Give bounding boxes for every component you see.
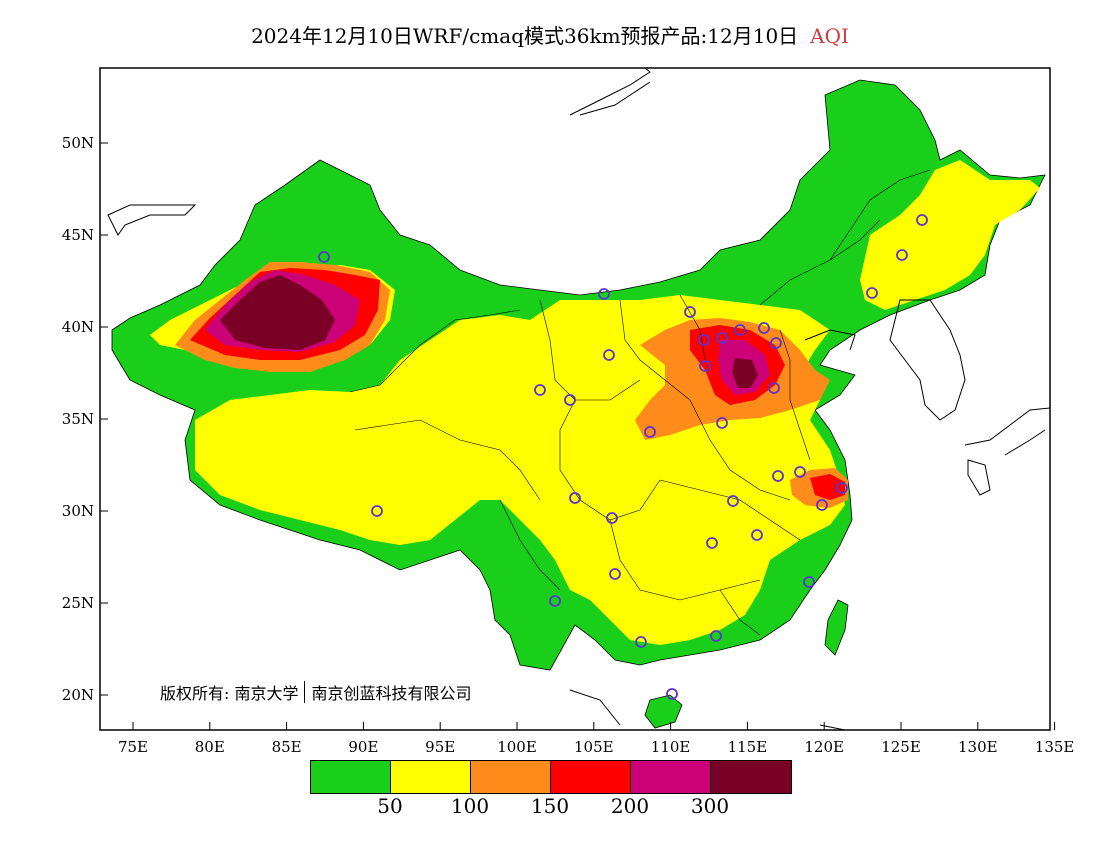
circle-marker-icon xyxy=(816,499,828,511)
circle-marker-icon xyxy=(716,332,728,344)
circle-marker-icon xyxy=(609,568,621,580)
station-markers xyxy=(318,214,928,700)
taiwan-region xyxy=(824,599,849,656)
circle-marker-icon xyxy=(803,576,815,588)
circle-marker-icon xyxy=(603,349,615,361)
x-tick-label: 90E xyxy=(348,738,378,756)
aqi-maroon-region-ncp xyxy=(732,358,758,388)
circle-marker-icon xyxy=(896,249,908,261)
circle-marker-icon xyxy=(635,636,647,648)
aqi-yellow-region-ne xyxy=(860,160,1040,310)
korea-coastline xyxy=(889,299,966,421)
y-tick-label: 35N xyxy=(62,410,94,428)
circle-marker-icon xyxy=(706,537,718,549)
circle-marker-icon xyxy=(666,688,678,700)
legend-label: 200 xyxy=(610,794,650,818)
x-tick-label: 80E xyxy=(195,738,225,756)
copyright-part1: 版权所有: 南京大学 xyxy=(160,684,299,703)
map-title: 2024年12月10日WRF/cmaq模式36km预报产品:12月10日 AQI xyxy=(0,20,1100,49)
x-tick-label: 120E xyxy=(804,738,844,756)
circle-marker-icon xyxy=(734,324,746,336)
circle-marker-icon xyxy=(606,512,618,524)
x-tick-label: 105E xyxy=(574,738,614,756)
circle-marker-icon xyxy=(770,337,782,349)
circle-marker-icon xyxy=(698,334,710,346)
circle-marker-icon xyxy=(534,384,546,396)
circle-marker-icon xyxy=(710,630,722,642)
legend-swatch xyxy=(631,761,711,793)
circle-marker-icon xyxy=(598,288,610,300)
circle-marker-icon xyxy=(549,595,561,607)
circle-marker-icon xyxy=(569,492,581,504)
x-tick-label: 135E xyxy=(1035,738,1075,756)
circle-marker-icon xyxy=(772,470,784,482)
circle-marker-icon xyxy=(836,482,848,494)
map-title-main: 2024年12月10日WRF/cmaq模式36km预报产品:12月10日 xyxy=(251,24,799,48)
circle-marker-icon xyxy=(564,394,576,406)
y-tick-label: 20N xyxy=(62,686,94,704)
aqi-legend-labels: 50 100 150 200 300 xyxy=(310,794,790,818)
y-tick-label: 45N xyxy=(62,226,94,244)
circle-marker-icon xyxy=(644,426,656,438)
sakhalin-coastline xyxy=(569,68,651,116)
legend-swatch xyxy=(471,761,551,793)
circle-marker-icon xyxy=(751,529,763,541)
circle-marker-icon xyxy=(758,322,770,334)
x-tick-label: 75E xyxy=(118,738,148,756)
y-axis: 50N 45N 40N 35N 30N 25N 20N xyxy=(62,134,108,704)
legend-swatch xyxy=(711,761,791,793)
x-tick-label: 85E xyxy=(272,738,302,756)
legend-label: 150 xyxy=(530,794,570,818)
map-frame xyxy=(99,67,1051,731)
x-tick-label: 110E xyxy=(651,738,691,756)
x-tick-label: 130E xyxy=(958,738,998,756)
copyright-notice: 版权所有: 南京大学 南京创蓝科技有限公司 xyxy=(160,680,472,704)
y-tick-label: 50N xyxy=(62,134,94,152)
y-tick-label: 30N xyxy=(62,502,94,520)
circle-marker-icon xyxy=(716,417,728,429)
japan-coastline xyxy=(964,407,1050,496)
aqi-maroon-region xyxy=(220,275,335,350)
legend-swatch xyxy=(551,761,631,793)
aqi-red-region-yrd xyxy=(810,474,845,500)
x-tick-label: 95E xyxy=(425,738,455,756)
west-coastline xyxy=(107,204,197,236)
y-tick-label: 25N xyxy=(62,594,94,612)
circle-marker-icon xyxy=(684,306,696,318)
map-title-variable: AQI xyxy=(810,24,849,48)
aqi-legend xyxy=(310,760,792,794)
x-tick-label: 115E xyxy=(728,738,768,756)
legend-swatch xyxy=(311,761,391,793)
hainan-region xyxy=(644,694,683,729)
legend-swatch xyxy=(391,761,471,793)
x-tick-label: 100E xyxy=(497,738,537,756)
y-tick-label: 40N xyxy=(62,318,94,336)
circle-marker-icon xyxy=(768,382,780,394)
legend-label: 100 xyxy=(450,794,490,818)
circle-marker-icon xyxy=(318,251,330,263)
x-tick-label: 125E xyxy=(881,738,921,756)
x-axis: 75E 80E 85E 90E 95E 100E 105E 110E 115E 120E 125E 1… xyxy=(118,722,1074,756)
legend-label: 50 xyxy=(377,794,403,818)
legend-label: 300 xyxy=(690,794,730,818)
copyright-separator xyxy=(304,681,306,703)
circle-marker-icon xyxy=(371,505,383,517)
province-boundaries xyxy=(349,169,931,636)
circle-marker-icon xyxy=(866,287,878,299)
circle-marker-icon xyxy=(727,495,739,507)
circle-marker-icon xyxy=(916,214,928,226)
circle-marker-icon xyxy=(794,466,806,478)
copyright-part2: 南京创蓝科技有限公司 xyxy=(311,684,472,703)
circle-marker-icon xyxy=(699,360,711,372)
